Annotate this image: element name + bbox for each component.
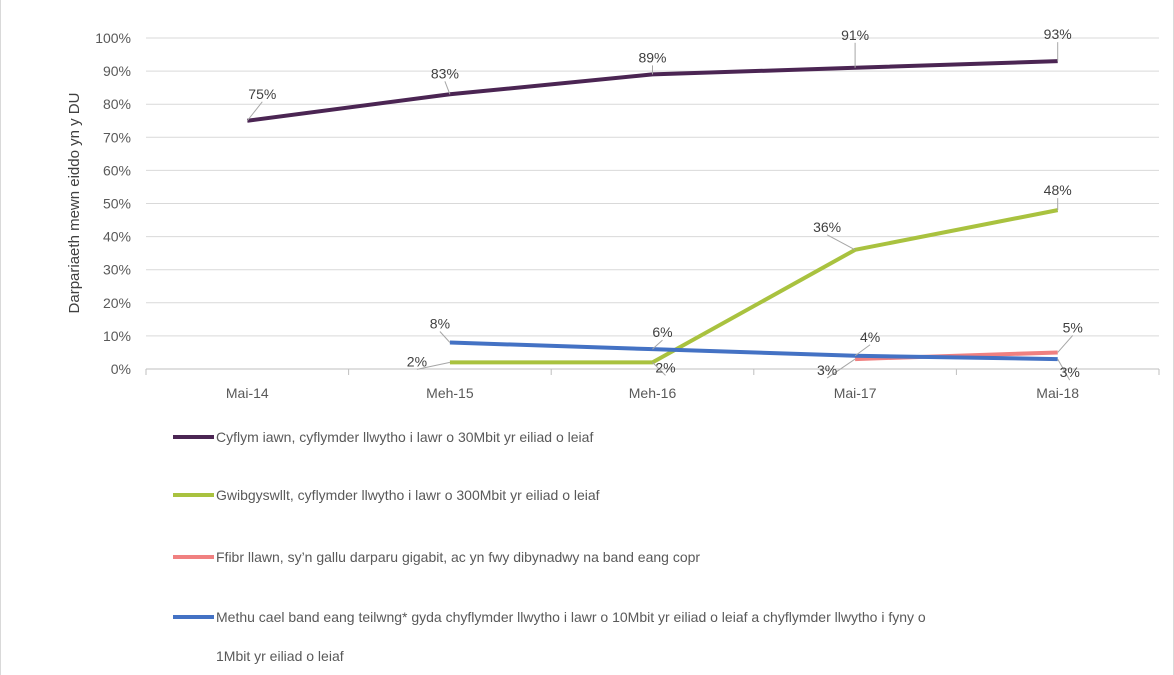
x-tick-label: Mai-17 (834, 385, 877, 401)
data-label: 2% (655, 359, 675, 375)
leader-line (652, 362, 666, 376)
y-tick-label: 40% (103, 229, 131, 245)
y-tick-label: 90% (103, 63, 131, 79)
leader-line (444, 81, 451, 95)
y-tick-label: 100% (95, 30, 131, 46)
data-label: 6% (652, 324, 672, 340)
x-axis: Mai-14 Meh-15 Meh-16 Mai-17 Mai-18 (145, 368, 1160, 401)
y-axis-ticks: 0% 10% 20% 30% 40% 50% 60% 70% 80% 90% 100% (95, 30, 131, 377)
series-line-4 (449, 340, 1058, 362)
data-label: 3% (1060, 364, 1080, 380)
data-label: 91% (841, 27, 869, 43)
y-tick-label: 30% (103, 262, 131, 278)
gridlines (146, 37, 1159, 337)
legend-label-continued: 1Mbit yr eiliad o leiaf (216, 648, 344, 664)
data-label: 75% (248, 86, 276, 102)
data-label: 5% (1063, 319, 1083, 335)
y-tick-label: 20% (103, 295, 131, 311)
data-label: 48% (1044, 182, 1072, 198)
y-tick-label: 50% (103, 196, 131, 212)
leader-line (416, 361, 451, 370)
data-label: 4% (860, 329, 880, 345)
data-label: 83% (431, 65, 459, 81)
data-labels: 75% 83% 89% 91% 93% 2% 2% 36% 48% 3% 5% 8% 6% 4% 3% (246, 26, 1083, 381)
legend-label: Ffibr llawn, sy’n gallu darparu gigabit,… (216, 549, 700, 565)
leader-line (652, 339, 663, 350)
data-label: 93% (1044, 26, 1072, 42)
data-label: 8% (430, 316, 450, 332)
series-line-2 (449, 208, 1059, 365)
x-tick-label: Mai-14 (226, 385, 269, 401)
leader-line (439, 331, 451, 343)
leader-line (826, 358, 856, 379)
x-tick-label: Meh-16 (629, 385, 677, 401)
leader-line (854, 344, 871, 357)
data-label: 3% (817, 362, 837, 378)
y-tick-label: 80% (103, 96, 131, 112)
legend-label: Gwibgyswllt, cyflymder llwytho i lawr o … (216, 487, 600, 503)
leader-line (1057, 335, 1074, 353)
leader-line (826, 234, 856, 251)
y-tick-label: 10% (103, 328, 131, 344)
x-tick-label: Mai-18 (1036, 385, 1079, 401)
series-lines (247, 59, 1059, 365)
legend: Cyflym iawn, cyflymder llwytho i lawr o … (173, 429, 926, 664)
y-tick-label: 60% (103, 162, 131, 178)
legend-label: Methu cael band eang teilwng* gyda chyfl… (216, 609, 926, 625)
data-label: 89% (638, 49, 666, 65)
leader-line (1057, 358, 1071, 381)
x-tick-label: Meh-15 (426, 385, 474, 401)
y-tick-label: 70% (103, 129, 131, 145)
data-label: 2% (407, 353, 427, 369)
legend-label: Cyflym iawn, cyflymder llwytho i lawr o … (216, 429, 593, 445)
data-label: 36% (813, 219, 841, 235)
y-tick-label: 0% (111, 361, 131, 377)
y-axis-title: Darpariaeth mewn eiddo yn y DU (66, 93, 83, 314)
leader-line (246, 101, 263, 122)
